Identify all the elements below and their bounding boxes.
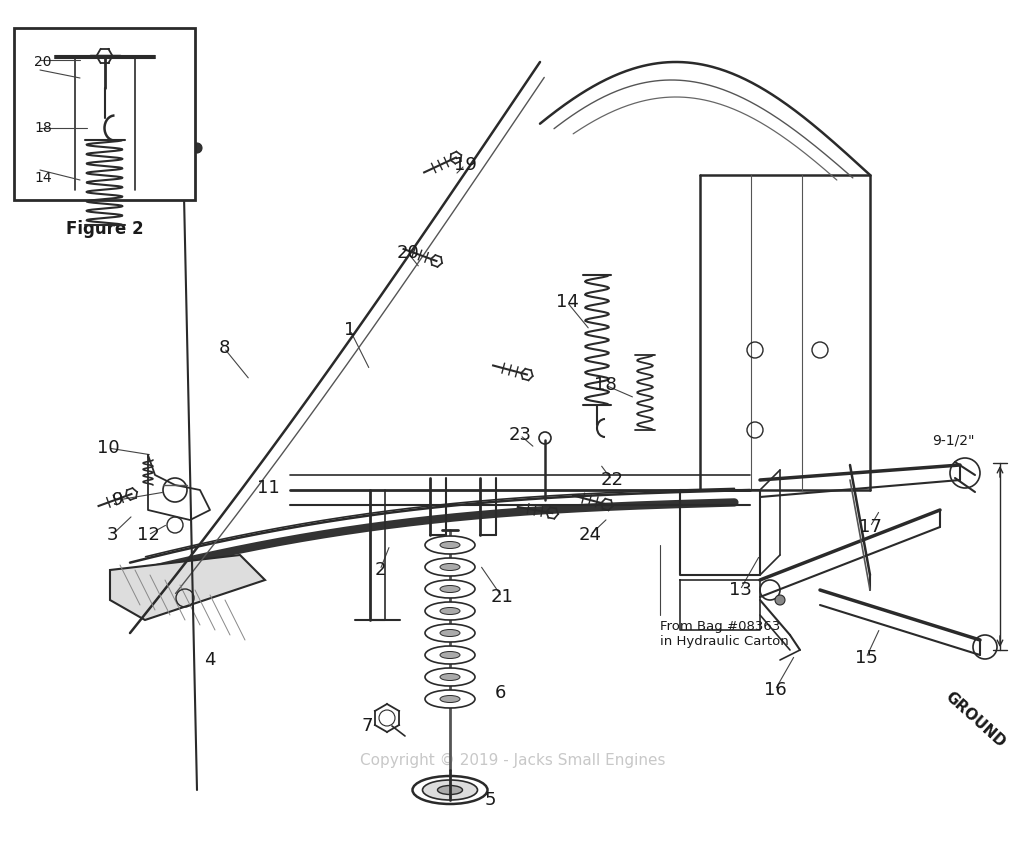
Text: 1: 1 <box>344 321 355 339</box>
Text: 22: 22 <box>601 471 623 489</box>
Circle shape <box>775 595 785 605</box>
Ellipse shape <box>425 668 476 686</box>
Text: From Bag #08363
in Hydraulic Carton: From Bag #08363 in Hydraulic Carton <box>660 620 789 648</box>
Ellipse shape <box>440 563 460 571</box>
Ellipse shape <box>438 786 462 794</box>
Ellipse shape <box>425 536 476 554</box>
Ellipse shape <box>440 608 460 615</box>
Text: 12: 12 <box>137 526 159 544</box>
Text: 20: 20 <box>34 55 51 69</box>
Text: 4: 4 <box>204 651 216 669</box>
Ellipse shape <box>425 624 476 642</box>
Text: 8: 8 <box>219 339 230 357</box>
Text: 14: 14 <box>556 293 578 311</box>
Ellipse shape <box>425 580 476 598</box>
Text: 7: 7 <box>362 717 373 735</box>
Text: Copyright © 2019 - Jacks Small Engines: Copyright © 2019 - Jacks Small Engines <box>360 753 665 767</box>
Text: 11: 11 <box>257 479 279 497</box>
Ellipse shape <box>440 586 460 593</box>
Text: 6: 6 <box>494 684 505 702</box>
Text: 13: 13 <box>728 581 752 599</box>
Ellipse shape <box>425 558 476 576</box>
Polygon shape <box>110 555 265 620</box>
Text: 24: 24 <box>578 526 602 544</box>
Text: 16: 16 <box>764 681 787 699</box>
Text: 18: 18 <box>34 121 51 135</box>
Ellipse shape <box>440 674 460 680</box>
Text: 9-1/2": 9-1/2" <box>933 433 975 447</box>
Text: 9: 9 <box>112 491 123 509</box>
Ellipse shape <box>440 695 460 702</box>
Ellipse shape <box>413 776 488 804</box>
Ellipse shape <box>425 690 476 708</box>
Text: 14: 14 <box>34 171 51 185</box>
Ellipse shape <box>440 630 460 636</box>
Text: 21: 21 <box>491 588 514 606</box>
Ellipse shape <box>425 602 476 620</box>
Text: 2: 2 <box>374 561 386 579</box>
Circle shape <box>192 143 202 153</box>
Text: 20: 20 <box>396 244 419 262</box>
Text: 17: 17 <box>859 518 881 536</box>
Text: 3: 3 <box>106 526 118 544</box>
Ellipse shape <box>422 780 478 800</box>
Text: 19: 19 <box>454 156 477 174</box>
Bar <box>14 28 195 200</box>
Ellipse shape <box>425 646 476 664</box>
Text: Figure 2: Figure 2 <box>66 220 144 238</box>
Text: 23: 23 <box>508 426 532 444</box>
Text: 10: 10 <box>97 439 119 457</box>
Text: 18: 18 <box>594 376 616 394</box>
Ellipse shape <box>440 541 460 549</box>
Text: 5: 5 <box>485 791 496 809</box>
Text: GROUND: GROUND <box>942 690 1007 750</box>
Text: 15: 15 <box>854 649 877 667</box>
Ellipse shape <box>440 652 460 658</box>
